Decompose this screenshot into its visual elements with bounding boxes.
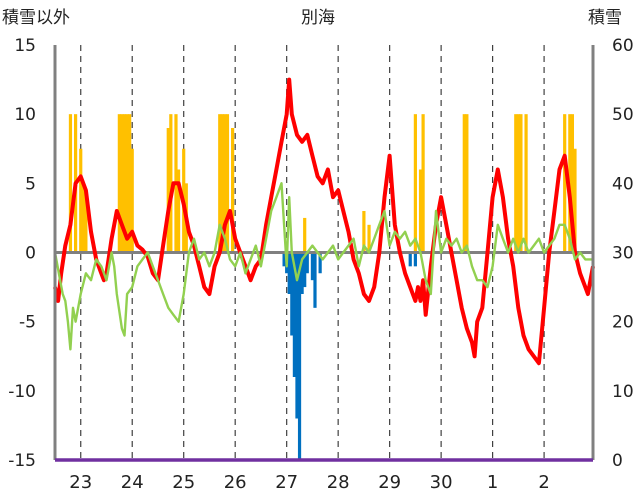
bar-1-9 xyxy=(305,252,309,274)
x-tick-23: 23 xyxy=(69,472,92,493)
left-tick-0: 0 xyxy=(25,244,36,264)
plot-frame xyxy=(53,45,595,462)
bar-0-20 xyxy=(225,114,230,253)
bar-0-3 xyxy=(81,183,85,253)
x-tick-27: 27 xyxy=(275,472,298,493)
left-tick-5: 5 xyxy=(25,174,36,194)
bar-1-0 xyxy=(282,252,286,267)
x-tick-25: 25 xyxy=(172,472,195,493)
left-tick--5: -5 xyxy=(19,313,36,333)
bar-1-7 xyxy=(300,252,304,294)
line-series xyxy=(53,77,595,366)
bar-0-8 xyxy=(125,114,129,253)
bar-0-29 xyxy=(465,114,469,253)
bar-0-12 xyxy=(169,114,173,253)
bar-0-30 xyxy=(514,114,518,253)
x-tick-24: 24 xyxy=(121,472,144,493)
bar-0-28 xyxy=(462,114,466,253)
left-axis-title: 積雪以外 xyxy=(2,8,70,28)
right-tick-30: 30 xyxy=(612,244,634,264)
bar-0-14 xyxy=(176,169,181,253)
bar-1-8 xyxy=(303,252,307,288)
x-tick-26: 26 xyxy=(224,472,247,493)
bar-0-18 xyxy=(220,114,224,253)
x-tick-2: 2 xyxy=(538,472,549,493)
x-tick-1: 1 xyxy=(487,472,498,493)
bar-0-34 xyxy=(563,114,567,253)
bar-0-19 xyxy=(223,114,227,253)
bar-0-22 xyxy=(303,217,307,253)
left-tick--10: -10 xyxy=(8,382,36,402)
bar-0-5 xyxy=(117,114,121,253)
right-tick-20: 20 xyxy=(612,313,634,333)
right-tick-60: 60 xyxy=(612,36,634,56)
x-tick-28: 28 xyxy=(327,472,350,493)
bar-1-13 xyxy=(408,252,412,267)
x-tick-30: 30 xyxy=(430,472,453,493)
bar-0-33 xyxy=(524,114,528,253)
bar-0-32 xyxy=(519,114,523,253)
bar-0-2 xyxy=(79,148,83,253)
bar-0-23 xyxy=(362,211,366,253)
bar-0-4 xyxy=(84,197,88,253)
right-tick-0: 0 xyxy=(612,451,623,471)
bar-0-0 xyxy=(68,114,73,253)
bar-0-21 xyxy=(231,128,235,253)
bar-0-7 xyxy=(122,114,127,253)
bar-0-11 xyxy=(166,128,170,253)
bar-0-17 xyxy=(218,114,222,253)
bar-0-36 xyxy=(570,114,575,253)
bar-0-24 xyxy=(367,224,371,253)
bar-1-4 xyxy=(292,252,296,377)
bar-1-12 xyxy=(318,252,322,274)
bar-0-31 xyxy=(516,114,520,253)
bar-0-25 xyxy=(413,114,417,253)
right-tick-40: 40 xyxy=(612,174,634,194)
bar-0-26 xyxy=(418,169,423,253)
bar-0-37 xyxy=(573,148,577,253)
right-axis-title: 積雪 xyxy=(588,8,622,28)
bar-0-9 xyxy=(128,114,132,253)
left-tick-10: 10 xyxy=(14,105,36,125)
bar-1-5 xyxy=(295,252,299,419)
bar-1-6 xyxy=(297,252,302,460)
bar-0-10 xyxy=(130,148,134,253)
bar-1-14 xyxy=(413,252,417,267)
right-tick-50: 50 xyxy=(612,105,634,125)
vertical-gridlines xyxy=(80,45,545,460)
left-tick--15: -15 xyxy=(8,451,36,471)
bar-1-10 xyxy=(310,252,315,281)
x-tick-29: 29 xyxy=(378,472,401,493)
chart-title: 別海 xyxy=(301,8,335,28)
bar-1-11 xyxy=(313,252,317,308)
bar-1-3 xyxy=(290,252,294,336)
line-series-1 xyxy=(53,182,593,351)
bar-0-27 xyxy=(421,114,425,253)
left-tick-15: 15 xyxy=(14,36,36,56)
line-series-0 xyxy=(53,77,595,366)
right-tick-10: 10 xyxy=(612,382,634,402)
bar-1-2 xyxy=(287,252,291,294)
bar-0-6 xyxy=(120,114,124,253)
